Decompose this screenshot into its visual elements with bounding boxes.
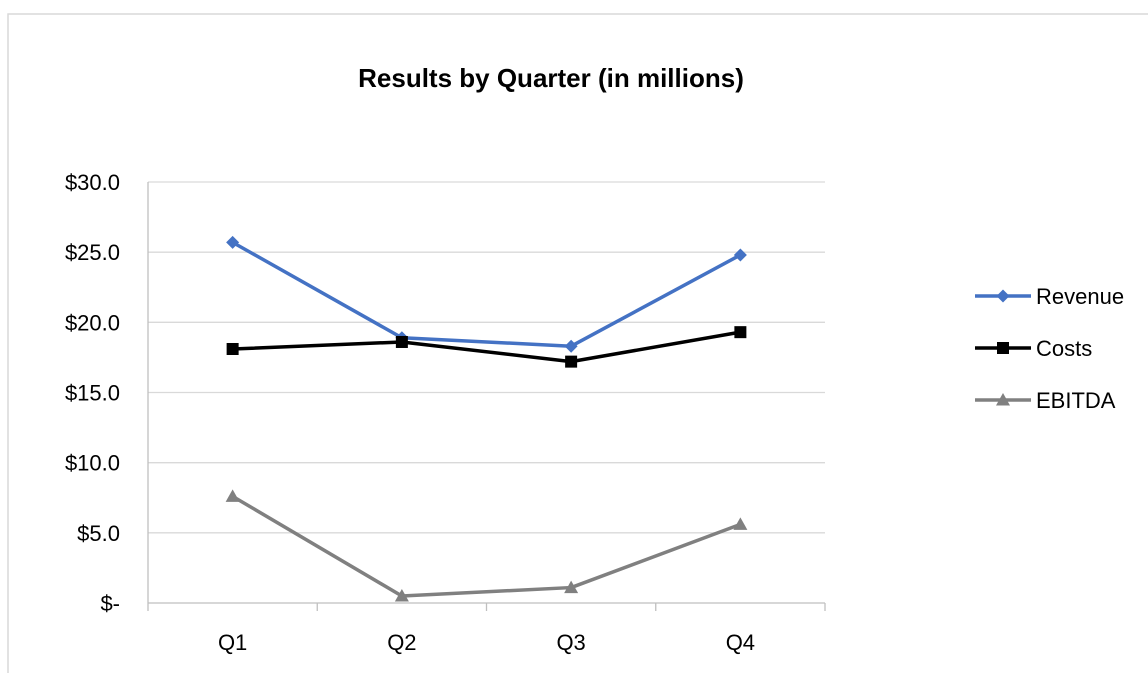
x-tick-label: Q2 bbox=[387, 630, 416, 655]
data-point-costs bbox=[734, 326, 747, 339]
y-tick-label: $25.0 bbox=[65, 240, 120, 265]
y-tick-label: $- bbox=[100, 591, 120, 616]
legend: Revenue Costs EBITDA bbox=[975, 284, 1124, 413]
data-point-ebitda bbox=[225, 489, 240, 502]
legend-label-revenue: Revenue bbox=[1036, 284, 1124, 309]
data-point-costs bbox=[395, 335, 408, 348]
legend-label-costs: Costs bbox=[1036, 336, 1092, 361]
legend-marker-ebitda bbox=[996, 393, 1010, 406]
chart-title: Results by Quarter (in millions) bbox=[358, 63, 744, 93]
legend-marker-costs bbox=[997, 342, 1009, 354]
y-tick-label: $5.0 bbox=[77, 521, 120, 546]
y-tick-label: $30.0 bbox=[65, 170, 120, 195]
series bbox=[225, 235, 748, 602]
x-axis-ticks: Q1 Q2 Q3 Q4 bbox=[218, 630, 755, 655]
data-point-ebitda bbox=[394, 588, 409, 602]
y-tick-label: $15.0 bbox=[65, 381, 120, 406]
y-axis-ticks: $- $5.0 $10.0 $15.0 $20.0 $25.0 $30.0 bbox=[65, 170, 120, 616]
y-tick-label: $10.0 bbox=[65, 451, 120, 476]
data-point-ebitda bbox=[733, 517, 748, 530]
data-point-costs bbox=[226, 342, 239, 355]
legend-label-ebitda: EBITDA bbox=[1036, 388, 1116, 413]
data-point-revenue bbox=[733, 248, 747, 262]
series-line-revenue bbox=[231, 240, 742, 348]
chart-border bbox=[7, 13, 1148, 673]
series-line-ebitda bbox=[231, 494, 741, 598]
data-point-ebitda bbox=[564, 580, 579, 594]
y-tick-label: $20.0 bbox=[65, 310, 120, 335]
gridlines bbox=[148, 181, 825, 534]
data-point-costs bbox=[565, 355, 578, 368]
series-line-costs bbox=[232, 330, 741, 364]
data-point-revenue bbox=[564, 339, 578, 353]
x-tick-label: Q3 bbox=[556, 630, 585, 655]
data-point-revenue bbox=[226, 235, 240, 249]
x-tick-label: Q4 bbox=[726, 630, 755, 655]
legend-marker-revenue bbox=[996, 289, 1010, 303]
axes bbox=[147, 182, 826, 611]
x-tick-label: Q1 bbox=[218, 630, 247, 655]
